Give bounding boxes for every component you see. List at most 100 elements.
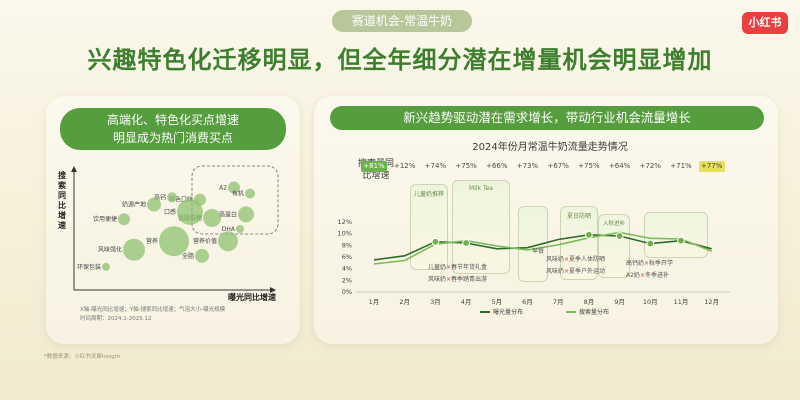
trend-caption: A2奶×冬季进补	[626, 270, 669, 281]
left-title-line2: 明显成为热门消费买点	[112, 131, 233, 145]
x-tick-label: 7月	[553, 298, 564, 306]
data-point	[431, 237, 440, 246]
y-axis-label-char: 比	[58, 200, 66, 210]
x-tick-label: 10月	[643, 298, 658, 306]
growth-badge: +67%	[547, 162, 569, 170]
x-axis-label: 曝光同比增速	[228, 292, 276, 302]
caption-cross: ×	[564, 256, 570, 263]
caption-occasion: 春季踏青出游	[451, 276, 488, 283]
left-title-line1: 高端化、特色化买点增速	[106, 113, 239, 127]
trend-caption: 风味奶×夏季人体防晒	[546, 254, 605, 265]
bubble-label: 风味强化	[98, 246, 122, 254]
y-tick-label: 12%	[338, 218, 352, 226]
caption-segment: 早餐	[532, 248, 545, 255]
x-tick-label: 3月	[430, 298, 441, 306]
thumbnail-text: Milk Tea	[469, 185, 493, 192]
y-axis-label-char: 搜	[58, 170, 67, 180]
bubble	[238, 206, 254, 223]
growth-badge: +12%	[393, 162, 416, 170]
series-line	[373, 231, 712, 265]
bubble-label: 环保包装	[77, 263, 101, 271]
data-point	[677, 236, 685, 245]
data-point	[646, 239, 655, 248]
y-tick-label: 0%	[342, 288, 352, 296]
caption-occasion: 冬季进补	[644, 272, 669, 279]
data-point	[615, 232, 624, 240]
caption-occasion: 夏季户外运动	[569, 268, 606, 275]
y-tick-label: 2%	[342, 276, 352, 284]
bubble-label: 营养价值	[193, 237, 217, 245]
x-axis-arrow	[270, 287, 276, 293]
bubble-label: 饮用便捷	[93, 215, 117, 223]
trend-caption: 高钙奶×秋季开学	[626, 258, 673, 269]
x-tick-label: 11月	[674, 298, 689, 306]
bubble-label: DHA	[222, 226, 236, 233]
thumbnail-text: 夏日防晒	[566, 213, 591, 220]
growth-badge: +75%	[578, 162, 600, 170]
bubble	[228, 181, 240, 194]
growth-badge: +71%	[670, 162, 692, 170]
y-tick-label: 10%	[338, 230, 352, 238]
series-line	[373, 233, 712, 261]
caption-segment: 儿童奶	[428, 264, 447, 271]
thumbnail-card	[644, 212, 708, 258]
x-tick-label: 4月	[461, 298, 472, 306]
bubble-label: A2	[219, 185, 227, 192]
growth-badge: +73%	[516, 162, 539, 170]
caption-segment: 风味奶	[546, 256, 565, 263]
y-axis-label-char: 索	[58, 180, 66, 190]
y-tick-label: 4%	[342, 265, 352, 273]
legend-label: 曝光量分布	[493, 308, 523, 316]
right-panel-title: 新兴趋势驱动潜在需求增长，带动行业机会流量增长	[330, 106, 764, 130]
bubble-label: 奶源产地	[122, 201, 146, 209]
thumbnail-card: 儿童奶推荐	[410, 184, 448, 270]
y-axis-label-char: 同	[58, 191, 66, 200]
bubble-label: 高钙	[154, 193, 166, 201]
caption-segment: A2奶	[626, 272, 640, 279]
bubble-label: 特色口味	[169, 196, 193, 204]
caption-cross: ×	[446, 276, 452, 283]
caption-occasion: 秋季开学	[649, 260, 674, 267]
trend-caption: 早餐	[532, 246, 544, 257]
caption-segment: 风味奶	[428, 276, 447, 283]
caption-cross: ×	[644, 260, 650, 267]
left-note: X轴-曝光同比增速；Y轴-搜索同比增速；气泡大小-曝光规模 时间周期：2024.…	[80, 306, 225, 324]
y-axis-label-char: 速	[58, 220, 66, 230]
caption-cross: ×	[564, 268, 570, 275]
x-tick-label: 8月	[584, 298, 595, 306]
x-tick-label: 9月	[614, 298, 625, 306]
bubble	[167, 192, 177, 203]
trend-caption: 风味奶×春季踏青出游	[428, 274, 487, 285]
data-point	[462, 239, 471, 247]
growth-badge: +77%	[698, 161, 725, 172]
y-axis-arrow	[71, 166, 77, 172]
bubble	[102, 262, 110, 271]
growth-badge: +66%	[486, 162, 508, 170]
bubble-label: 口感	[164, 208, 176, 216]
x-tick-label: 1月	[369, 298, 380, 306]
section-tag: 赛道机会-常温牛奶	[332, 10, 472, 32]
bubble	[118, 213, 130, 226]
bubble-label: 全脂	[182, 252, 194, 260]
caption-segment: 风味奶	[546, 268, 565, 275]
left-panel-title: 高端化、特色化买点增速 明显成为热门消费买点	[60, 108, 286, 150]
growth-badge: +75%	[455, 162, 477, 170]
caption-occasion: 夏季人体防晒	[569, 256, 606, 263]
growth-badge: +74%	[424, 162, 447, 170]
y-tick-label: 6%	[342, 253, 352, 261]
x-tick-label: 5月	[491, 298, 502, 306]
bubble	[159, 226, 189, 257]
bubble	[195, 248, 209, 263]
bubble	[147, 197, 161, 212]
growth-badge: +81%	[361, 161, 387, 172]
x-tick-label: 6月	[522, 298, 533, 306]
footnote: *数据来源：小红书灵犀Insight	[44, 354, 121, 360]
caption-cross: ×	[639, 272, 645, 279]
bubble	[177, 198, 203, 225]
bubble-label: 营养	[146, 237, 158, 245]
growth-badge: +72%	[639, 162, 662, 170]
data-point	[585, 230, 593, 239]
y-tick-label: 8%	[342, 241, 352, 249]
